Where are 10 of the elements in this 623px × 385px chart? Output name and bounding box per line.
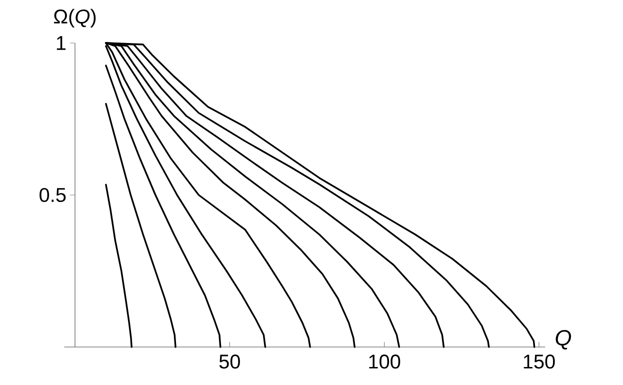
y-tick-label: 0.5 [40,188,66,202]
line-series [105,64,222,348]
x-axis-title: Q [556,330,572,350]
x-tick-label: 150 [524,354,555,369]
x-tick-label: 50 [219,354,240,369]
line-series [105,184,132,348]
y-tick-label: 1 [56,36,66,50]
line-series [105,102,176,348]
x-tick-label: 100 [369,354,400,369]
y-axis-title: Ω(Q) [54,8,96,28]
